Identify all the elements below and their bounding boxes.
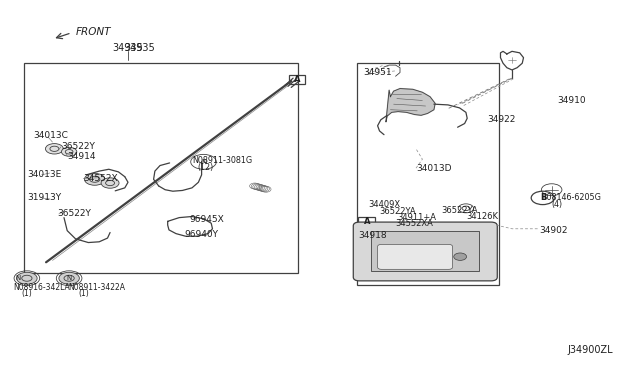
Text: N08916-342LA: N08916-342LA [13, 283, 70, 292]
Text: 34013C: 34013C [33, 131, 68, 140]
Text: N: N [201, 159, 206, 165]
Circle shape [45, 144, 63, 154]
Text: 34902: 34902 [539, 226, 568, 235]
Circle shape [59, 272, 79, 284]
Text: 34126K: 34126K [466, 212, 498, 221]
Text: N08911-3422A: N08911-3422A [68, 283, 125, 292]
Text: 34552XA: 34552XA [396, 219, 433, 228]
Bar [371, 231, 479, 271]
Circle shape [61, 147, 77, 156]
Text: J34900ZL: J34900ZL [568, 345, 613, 355]
Text: 34935: 34935 [124, 44, 155, 53]
Text: A: A [364, 217, 370, 226]
Bar [358, 217, 375, 226]
Text: 34013D: 34013D [416, 164, 451, 173]
Text: 36522Y: 36522Y [58, 209, 92, 218]
Text: 34935: 34935 [113, 43, 143, 52]
Text: 36522Y: 36522Y [61, 142, 95, 151]
FancyBboxPatch shape [353, 222, 497, 281]
Text: 34552X: 34552X [83, 174, 118, 183]
Text: (4): (4) [552, 200, 563, 209]
Polygon shape [386, 89, 435, 122]
Text: (1): (1) [21, 289, 32, 298]
Text: 36522YA: 36522YA [442, 206, 478, 215]
Text: 34013E: 34013E [28, 170, 62, 179]
Text: 34918: 34918 [358, 231, 387, 240]
Text: B08146-6205G: B08146-6205G [541, 193, 601, 202]
Text: A: A [294, 75, 300, 84]
Text: N: N [67, 275, 72, 281]
Text: N08911-3081G: N08911-3081G [192, 156, 252, 165]
Circle shape [84, 173, 105, 185]
Text: (1): (1) [79, 289, 90, 298]
Bar [289, 75, 305, 84]
Text: 96940Y: 96940Y [184, 230, 218, 239]
Text: B: B [540, 193, 545, 202]
Bar [357, 63, 499, 285]
Bar [24, 63, 298, 273]
Text: 34910: 34910 [557, 96, 586, 105]
Circle shape [454, 253, 467, 260]
Circle shape [17, 272, 37, 284]
Text: N: N [15, 275, 20, 281]
Text: 31913Y: 31913Y [28, 193, 61, 202]
Text: 34911+A: 34911+A [397, 213, 436, 222]
Text: FRONT: FRONT [76, 27, 111, 37]
Text: 34922: 34922 [488, 115, 516, 124]
Text: 96945X: 96945X [189, 215, 224, 224]
FancyBboxPatch shape [378, 244, 452, 269]
Text: 34409X: 34409X [368, 200, 400, 209]
Text: (12): (12) [197, 163, 213, 172]
Text: 34951: 34951 [364, 68, 392, 77]
Text: 36522YA: 36522YA [380, 207, 416, 216]
Text: 34914: 34914 [67, 152, 96, 161]
Circle shape [101, 178, 119, 188]
